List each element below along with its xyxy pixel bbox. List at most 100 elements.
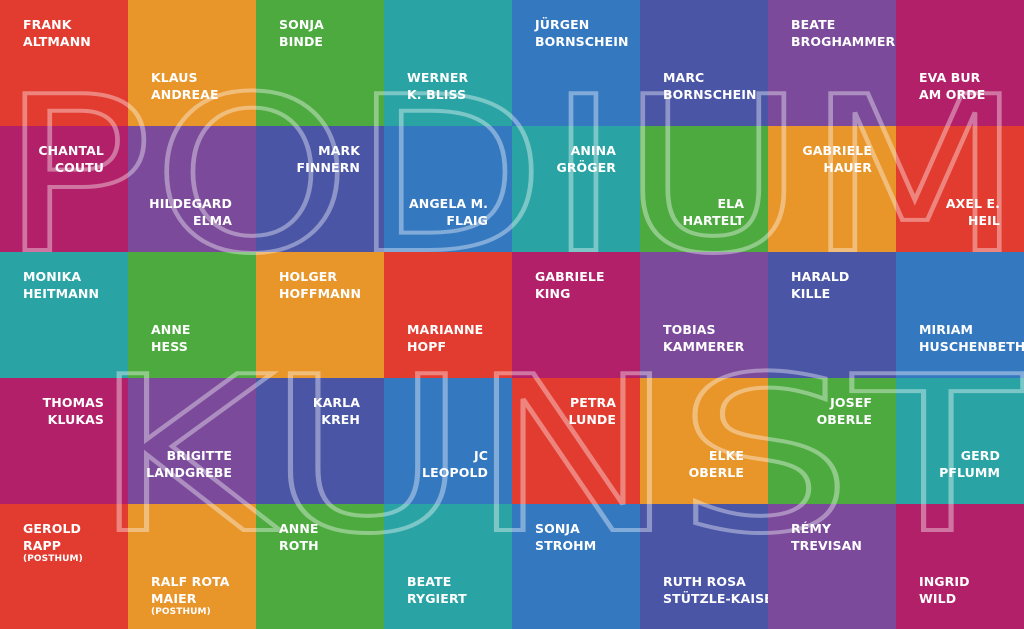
artist-name-line: ROTH [279, 538, 319, 553]
artist-name: BEATE BROGHAMMER [791, 16, 895, 50]
artist-note: (POSTHUM) [23, 554, 83, 564]
artist-name-line: ELKE [708, 448, 744, 463]
artist-tile: GEROLD RAPP (POSTHUM) [0, 504, 128, 629]
artist-name-line: WILD [919, 591, 957, 606]
artist-name-line: RALF ROTA [151, 574, 230, 589]
artist-name-line: HILDEGARD [149, 196, 232, 211]
artist-name-line: GABRIELE [535, 269, 605, 284]
artist-name-line: LEOPOLD [422, 465, 488, 480]
artist-name: HARALD KILLE [791, 268, 886, 302]
artist-name-line: PETRA [569, 395, 616, 410]
artist-name-line: TOBIAS [663, 322, 716, 337]
artist-name-line: OBERLE [688, 465, 744, 480]
artist-name-line: KING [535, 286, 571, 301]
artist-name: SONJA STROHM [535, 520, 630, 554]
artist-tile: HARALD KILLE [768, 252, 896, 378]
artist-name-line: FLAIG [446, 213, 488, 228]
artist-name: PETRA LUNDE [520, 394, 616, 428]
artist-name-line: ALTMANN [23, 34, 91, 49]
artist-tile: AXEL E. HEIL [896, 126, 1024, 252]
artist-name-line: ANGELA M. [408, 196, 488, 211]
artist-tile: SONJA STROHM [512, 504, 640, 629]
artist-name-line: BRIGITTE [166, 448, 232, 463]
artist-name-line: INGRID [919, 574, 970, 589]
artist-name-line: HARALD [791, 269, 850, 284]
artist-name: INGRID WILD [919, 573, 1014, 607]
artist-name-line: CHANTAL [38, 143, 104, 158]
artist-name: KLAUS ANDREAE [151, 69, 246, 103]
artist-tile: ELA HARTELT [640, 126, 768, 252]
artist-name-line: MONIKA [23, 269, 82, 284]
artist-name: ANNE HESS [151, 321, 246, 355]
artist-name-line: FINNERN [296, 160, 360, 175]
artist-name-line: HEIL [967, 213, 1000, 228]
artist-tile: HILDEGARD ELMA [128, 126, 256, 252]
artist-name-line: BEATE [791, 17, 836, 32]
artist-tile: GABRIELE HAUER [768, 126, 896, 252]
artist-tile: JOSEF OBERLE [768, 378, 896, 504]
artist-name: HILDEGARD ELMA [136, 195, 232, 229]
artist-name-line: BORNSCHEIN [535, 34, 629, 49]
artist-tile: SONJA BINDE [256, 0, 384, 126]
artist-tile: WERNER K. BLISS [384, 0, 512, 126]
artist-name-line: KREH [321, 412, 360, 427]
artist-tile: MARIANNE HOPF [384, 252, 512, 378]
artist-name: EVA BUR AM ORDE [919, 69, 1014, 103]
artist-name: MARIANNE HOPF [407, 321, 502, 355]
artist-tile: GABRIELE KING [512, 252, 640, 378]
artist-name-line: KLUKAS [47, 412, 104, 427]
artist-name: RUTH ROSA STÜTZLE-KAISER [663, 573, 782, 607]
artist-name: ANINA GRÖGER [520, 142, 616, 176]
artist-name: BRIGITTE LANDGREBE [136, 447, 232, 481]
artist-name: JOSEF OBERLE [776, 394, 872, 428]
artist-name-line: KLAUS [151, 70, 198, 85]
artist-name-line: RYGIERT [407, 591, 467, 606]
artist-name-line: MARIANNE [407, 322, 484, 337]
artist-name: ELKE OBERLE [648, 447, 744, 481]
artist-tile: BEATE BROGHAMMER [768, 0, 896, 126]
artist-name-line: HUSCHENBETH [919, 339, 1024, 354]
artist-name-line: KARLA [312, 395, 360, 410]
artist-name: ANNE ROTH [279, 520, 374, 554]
artist-tile: ANINA GRÖGER [512, 126, 640, 252]
artist-name: TOBIAS KAMMERER [663, 321, 758, 355]
artist-name-line: JC [473, 448, 488, 463]
artist-tile: TOBIAS KAMMERER [640, 252, 768, 378]
artist-name: BEATE RYGIERT [407, 573, 502, 607]
artist-name: RALF ROTA MAIER (POSTHUM) [151, 573, 246, 618]
artist-name-line: TREVISAN [791, 538, 862, 553]
artist-name-line: MARK [318, 143, 360, 158]
artist-name-line: HESS [151, 339, 188, 354]
artist-name-line: BINDE [279, 34, 324, 49]
artist-name: GERD PFLUMM [904, 447, 1000, 481]
artist-name: THOMAS KLUKAS [8, 394, 104, 428]
artist-name-line: LANDGREBE [146, 465, 232, 480]
artist-tile: PETRA LUNDE [512, 378, 640, 504]
artist-name: MIRIAM HUSCHENBETH [919, 321, 1024, 355]
artist-name-line: EVA BUR [919, 70, 981, 85]
artist-name-line: HOPF [407, 339, 447, 354]
artist-name-line: AXEL E. [945, 196, 1000, 211]
artist-name: GEROLD RAPP (POSTHUM) [23, 520, 118, 565]
artist-name: MARK FINNERN [264, 142, 360, 176]
artist-tile: RUTH ROSA STÜTZLE-KAISER [640, 504, 782, 629]
artist-tile: HOLGER HOFFMANN [256, 252, 384, 378]
artist-name: JC LEOPOLD [392, 447, 488, 481]
artist-name: RÉMY TREVISAN [791, 520, 886, 554]
artist-name: SONJA BINDE [279, 16, 374, 50]
artist-tile: FRANK ALTMANN [0, 0, 128, 126]
artist-name-line: HAUER [823, 160, 872, 175]
artist-tile: INGRID WILD [896, 504, 1024, 629]
artist-name: ANGELA M. FLAIG [392, 195, 488, 229]
artist-name-line: PFLUMM [939, 465, 1000, 480]
artist-tile: BRIGITTE LANDGREBE [128, 378, 256, 504]
artist-name: KARLA KREH [264, 394, 360, 428]
artist-name: JÜRGEN BORNSCHEIN [535, 16, 630, 50]
artist-name-line: ELA [717, 196, 744, 211]
artist-name: CHANTAL COUTU [8, 142, 104, 176]
artist-name-line: THOMAS [42, 395, 104, 410]
artist-name-line: KAMMERER [663, 339, 745, 354]
artist-name: HOLGER HOFFMANN [279, 268, 374, 302]
artist-name: WERNER K. BLISS [407, 69, 502, 103]
